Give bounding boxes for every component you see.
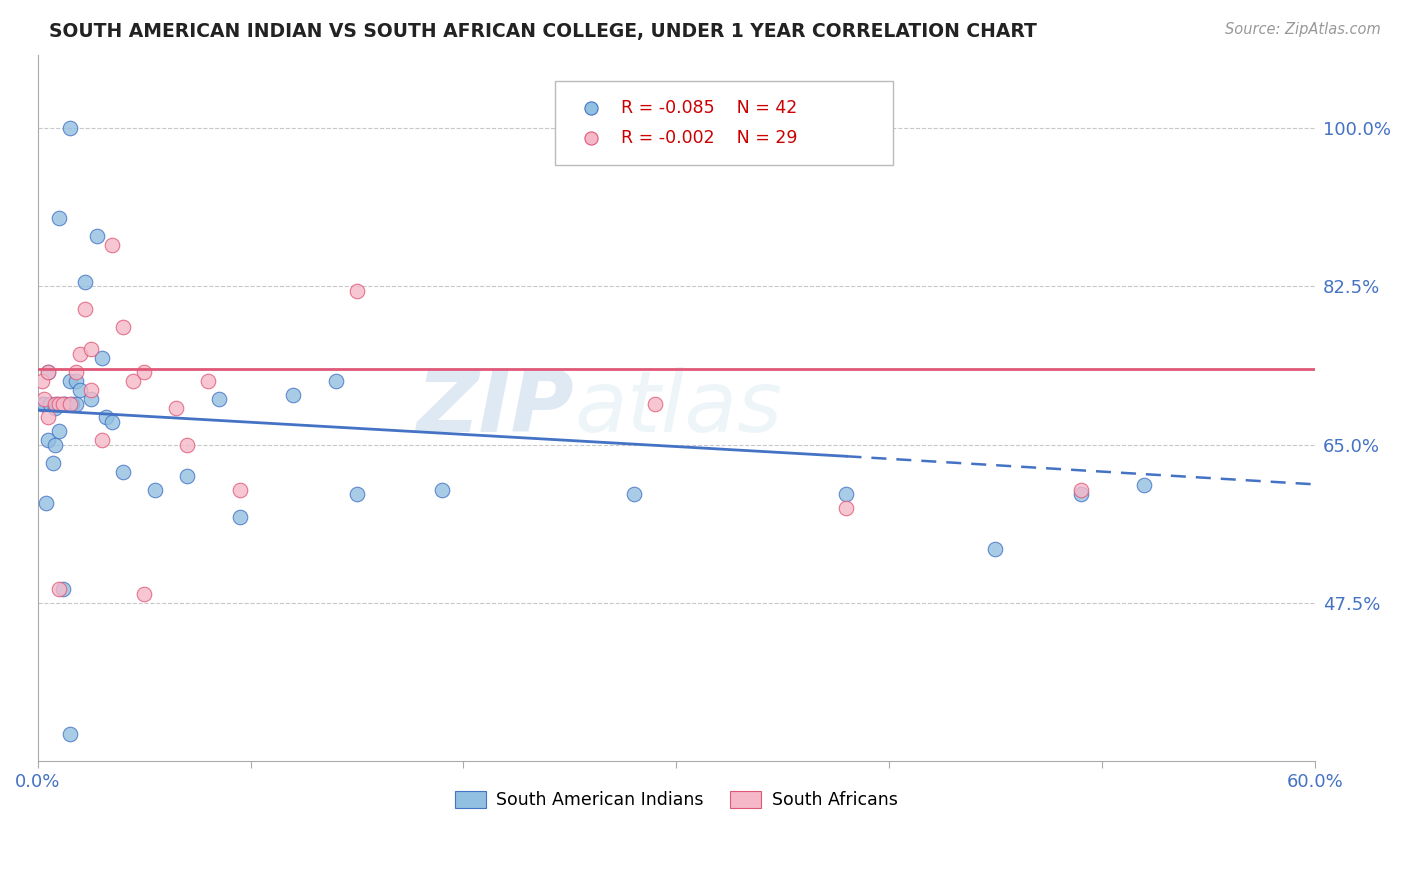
Point (644, 397, 666, 411)
Point (94, 410, 117, 425)
Point (1133, 478, 1156, 492)
Text: R = -0.085    N = 42: R = -0.085 N = 42 (621, 99, 797, 117)
Point (73, 301, 96, 316)
Point (48, 211, 70, 226)
Point (207, 392, 229, 407)
Point (86, 229, 108, 244)
Point (59, 397, 82, 411)
Point (41, 456, 63, 470)
Point (197, 374, 219, 388)
Point (37, 410, 59, 425)
Point (59, 374, 82, 388)
Point (229, 483, 252, 497)
Point (1070, 487, 1092, 501)
Text: ZIP: ZIP (416, 367, 574, 450)
Point (52, 582, 75, 597)
Point (835, 500, 858, 515)
Point (430, 483, 453, 497)
Point (35, 496, 58, 510)
Point (80, 343, 103, 357)
Point (65, 397, 87, 411)
Point (122, 374, 145, 388)
Point (101, 415, 124, 429)
Point (984, 541, 1007, 556)
Text: Source: ZipAtlas.com: Source: ZipAtlas.com (1225, 22, 1381, 37)
Point (623, 487, 645, 501)
Point (59, 727, 82, 741)
Point (165, 401, 187, 416)
Point (65, 374, 87, 388)
Point (45, 397, 67, 411)
Point (143, 483, 166, 497)
Point (176, 437, 198, 451)
Point (948, 188, 970, 202)
Point (59, 120, 82, 135)
Point (44, 401, 66, 416)
Point (835, 487, 858, 501)
Point (346, 487, 368, 501)
Point (53, 397, 76, 411)
Point (37, 365, 59, 379)
Point (31, 374, 53, 388)
Point (111, 465, 134, 479)
Point (31, 397, 53, 411)
Point (69, 347, 91, 361)
Point (101, 238, 124, 252)
Text: atlas: atlas (574, 367, 782, 450)
Point (111, 319, 134, 334)
Point (90, 433, 112, 447)
Point (1070, 483, 1092, 497)
Point (48, 397, 70, 411)
Point (132, 365, 155, 379)
Point (60, 397, 83, 411)
Point (281, 387, 304, 401)
Text: SOUTH AMERICAN INDIAN VS SOUTH AFRICAN COLLEGE, UNDER 1 YEAR CORRELATION CHART: SOUTH AMERICAN INDIAN VS SOUTH AFRICAN C… (49, 22, 1038, 41)
Point (48, 582, 70, 597)
Point (69, 383, 91, 397)
Point (44, 437, 66, 451)
Point (90, 351, 112, 366)
Point (623, 120, 645, 135)
Point (32, 397, 55, 411)
Point (80, 392, 103, 407)
Legend: South American Indians, South Africans: South American Indians, South Africans (449, 784, 904, 816)
Point (52, 397, 75, 411)
Point (229, 510, 252, 524)
Point (132, 587, 155, 601)
Point (73, 275, 96, 289)
Point (325, 374, 347, 388)
Point (48, 424, 70, 438)
Point (37, 433, 59, 447)
FancyBboxPatch shape (555, 81, 893, 165)
Point (948, 227, 970, 241)
Point (52, 397, 75, 411)
Point (32, 392, 55, 407)
Point (346, 284, 368, 298)
Point (176, 469, 198, 483)
Text: R = -0.002    N = 29: R = -0.002 N = 29 (621, 129, 797, 147)
Point (37, 365, 59, 379)
Point (80, 383, 103, 397)
Point (44, 397, 66, 411)
Point (39, 397, 62, 411)
Point (65, 365, 87, 379)
